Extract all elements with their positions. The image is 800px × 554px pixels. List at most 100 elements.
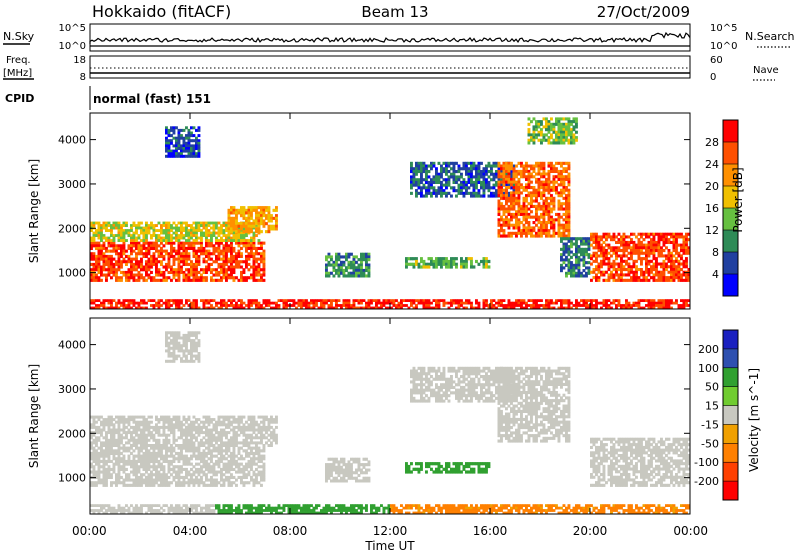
heatmap-cell (110, 239, 113, 242)
heatmap-cell (465, 299, 468, 302)
heatmap-cell (117, 473, 121, 477)
heatmap-cell (625, 246, 628, 250)
heatmap-cell (437, 262, 441, 266)
heatmap-cell (210, 226, 213, 230)
heatmap-cell (230, 268, 233, 272)
heatmap-cell (597, 235, 601, 239)
heatmap-cell (632, 243, 636, 247)
heatmap-cell (355, 274, 358, 278)
heatmap-cell (560, 301, 563, 305)
heatmap-cell (185, 239, 188, 242)
heatmap-cell (260, 457, 263, 461)
heatmap-cell (535, 128, 538, 132)
heatmap-cell (132, 473, 136, 477)
heatmap-cell (545, 231, 548, 235)
heatmap-cell (582, 242, 586, 246)
heatmap-cell (487, 194, 491, 198)
heatmap-cell (125, 231, 128, 235)
heatmap-cell (565, 128, 568, 132)
heatmap-cell (102, 454, 106, 458)
heatmap-cell (540, 299, 543, 302)
heatmap-cell (112, 465, 116, 469)
heatmap-cell (485, 257, 488, 261)
heatmap-cell (155, 470, 158, 474)
heatmap-cell (150, 299, 153, 302)
heatmap-cell (497, 207, 501, 211)
heatmap-cell (145, 231, 148, 235)
heatmap-cell (560, 237, 563, 241)
heatmap-cell (245, 234, 248, 237)
heatmap-cell (542, 229, 546, 233)
heatmap-cell (550, 223, 553, 227)
heatmap-cell (612, 301, 616, 305)
heatmap-cell (135, 239, 138, 242)
heatmap-cell (400, 299, 403, 302)
heatmap-cell (565, 215, 568, 219)
heatmap-cell (195, 224, 198, 227)
heatmap-cell (537, 138, 541, 142)
heatmap-cell (562, 231, 566, 235)
heatmap-cell (107, 449, 111, 453)
heatmap-cell (122, 454, 126, 458)
heatmap-cell (205, 306, 208, 310)
heatmap-cell (187, 459, 191, 463)
heatmap-cell (162, 478, 166, 482)
heatmap-cell (462, 191, 466, 195)
heatmap-cell (162, 270, 166, 274)
heatmap-cell (535, 164, 538, 168)
heatmap-cell (532, 194, 536, 198)
heatmap-cell (232, 467, 236, 471)
heatmap-cell (97, 270, 101, 274)
heatmap-cell (135, 465, 138, 469)
heatmap-cell (412, 299, 416, 302)
heatmap-cell (450, 262, 453, 266)
heatmap-cell (457, 191, 461, 195)
heatmap-cell (92, 301, 96, 305)
heatmap-cell (410, 304, 413, 307)
heatmap-cell (237, 304, 241, 307)
heatmap-cell (252, 208, 256, 212)
heatmap-cell (165, 126, 168, 130)
heatmap-cell (412, 265, 416, 269)
heatmap-cell (240, 457, 243, 461)
heatmap-cell (560, 183, 563, 187)
heatmap-cell (180, 446, 183, 450)
heatmap-cell (460, 175, 463, 179)
heatmap-cell (510, 215, 513, 219)
heatmap-cell (257, 222, 261, 226)
heatmap-cell (675, 249, 678, 253)
heatmap-cell (517, 191, 521, 195)
heatmap-cell (575, 239, 578, 243)
heatmap-cell (417, 180, 421, 184)
heatmap-cell (147, 262, 151, 266)
heatmap-cell (452, 299, 456, 302)
heatmap-cell (90, 470, 93, 474)
heatmap-cell (657, 254, 661, 258)
heatmap-cell (450, 161, 453, 165)
heatmap-cell (232, 475, 236, 479)
heatmap-cell (245, 276, 248, 280)
heatmap-cell (157, 239, 161, 242)
heatmap-cell (187, 152, 191, 156)
heatmap-cell (112, 241, 116, 245)
heatmap-cell (502, 180, 506, 184)
heatmap-cell (237, 451, 241, 455)
heatmap-cell (182, 457, 186, 461)
heatmap-cell (545, 172, 548, 176)
heatmap-cell (612, 262, 616, 266)
heatmap-cell (340, 304, 343, 307)
heatmap-cell (102, 234, 106, 237)
nsky-tick-top: 10^5 (59, 23, 86, 34)
heatmap-cell (567, 191, 571, 195)
heatmap-cell (365, 306, 368, 310)
heatmap-cell (102, 260, 106, 264)
heatmap-cell (162, 483, 166, 487)
heatmap-cell (102, 420, 106, 424)
heatmap-cell (212, 449, 216, 453)
heatmap-cell (367, 263, 371, 267)
heatmap-cell (220, 473, 223, 477)
heatmap-cell (105, 420, 108, 424)
heatmap-cell (162, 470, 166, 474)
heatmap-cell (110, 467, 113, 471)
heatmap-cell (670, 257, 673, 261)
